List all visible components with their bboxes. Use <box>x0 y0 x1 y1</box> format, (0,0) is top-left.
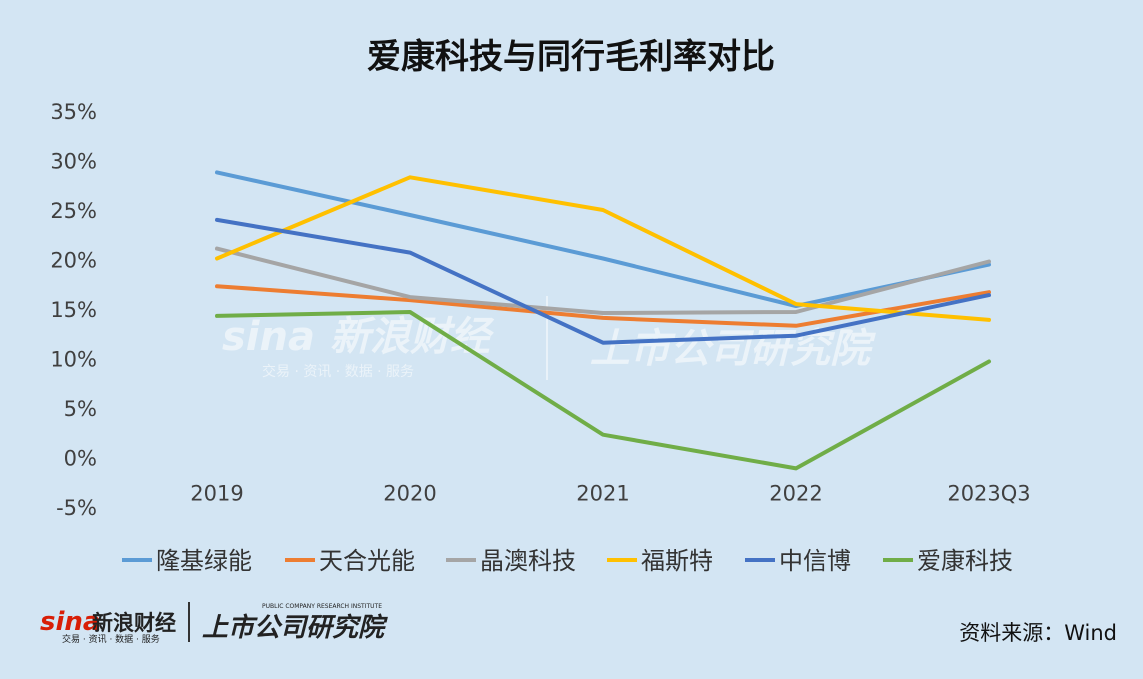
x-tick-label: 2022 <box>769 482 822 506</box>
y-tick-label: 30% <box>50 150 97 174</box>
y-tick-label: 5% <box>64 397 97 421</box>
watermark-institute: 上市公司研究院 <box>590 326 876 372</box>
legend: 隆基绿能 天合光能 晶澳科技 福斯特 中信博 爱康科技 <box>122 547 1013 575</box>
x-axis: 2019 2020 2021 2022 2023Q3 <box>190 482 1030 506</box>
footer-logo-name: 新浪财经 <box>92 611 176 635</box>
y-tick-label: 35% <box>50 100 97 124</box>
watermark-tagline: 交易 · 资讯 · 数据 · 服务 <box>262 363 414 380</box>
series-line <box>215 170 991 308</box>
series-line <box>215 310 991 471</box>
legend-label: 爱康科技 <box>917 547 1013 575</box>
y-tick-label: 15% <box>50 298 97 322</box>
x-tick-label: 2019 <box>190 482 243 506</box>
watermark: sina 新浪财经 交易 · 资讯 · 数据 · 服务 上市公司研究院 <box>222 296 876 380</box>
series-line <box>215 284 991 328</box>
series-lines <box>215 170 991 471</box>
series-line <box>215 175 991 322</box>
x-tick-label: 2023Q3 <box>947 482 1030 506</box>
y-axis: 35% 30% 25% 20% 15% 10% 5% 0% -5% <box>50 100 97 520</box>
legend-label: 晶澳科技 <box>480 547 576 575</box>
legend-label: 天合光能 <box>319 547 415 575</box>
footer-source: 资料来源：Wind <box>959 621 1117 645</box>
footer-logo-brand: sina <box>40 607 100 637</box>
footer-logo-divider <box>188 602 190 642</box>
x-tick-label: 2020 <box>383 482 436 506</box>
chart-title: 爱康科技与同行毛利率对比 <box>367 37 775 77</box>
y-tick-label: 10% <box>50 348 97 372</box>
series-line <box>215 246 991 315</box>
y-tick-label: 20% <box>50 249 97 273</box>
footer: sina 新浪财经 交易 · 资讯 · 数据 · 服务 PUBLIC COMPA… <box>40 602 1117 645</box>
x-tick-label: 2021 <box>576 482 629 506</box>
watermark-name: 新浪财经 <box>330 314 495 360</box>
y-tick-label: 0% <box>64 447 97 471</box>
legend-label: 隆基绿能 <box>156 547 252 575</box>
y-tick-label: 25% <box>50 199 97 223</box>
y-tick-label: -5% <box>56 496 97 520</box>
legend-label: 福斯特 <box>641 547 713 575</box>
watermark-brand: sina <box>222 314 315 360</box>
legend-label: 中信博 <box>779 547 851 575</box>
footer-logo-tagline: 交易 · 资讯 · 数据 · 服务 <box>62 633 160 645</box>
footer-institute: 上市公司研究院 <box>202 613 388 643</box>
watermark-divider <box>546 296 548 380</box>
series-line <box>215 217 991 345</box>
footer-institute-en: PUBLIC COMPANY RESEARCH INSTITUTE <box>262 603 382 610</box>
